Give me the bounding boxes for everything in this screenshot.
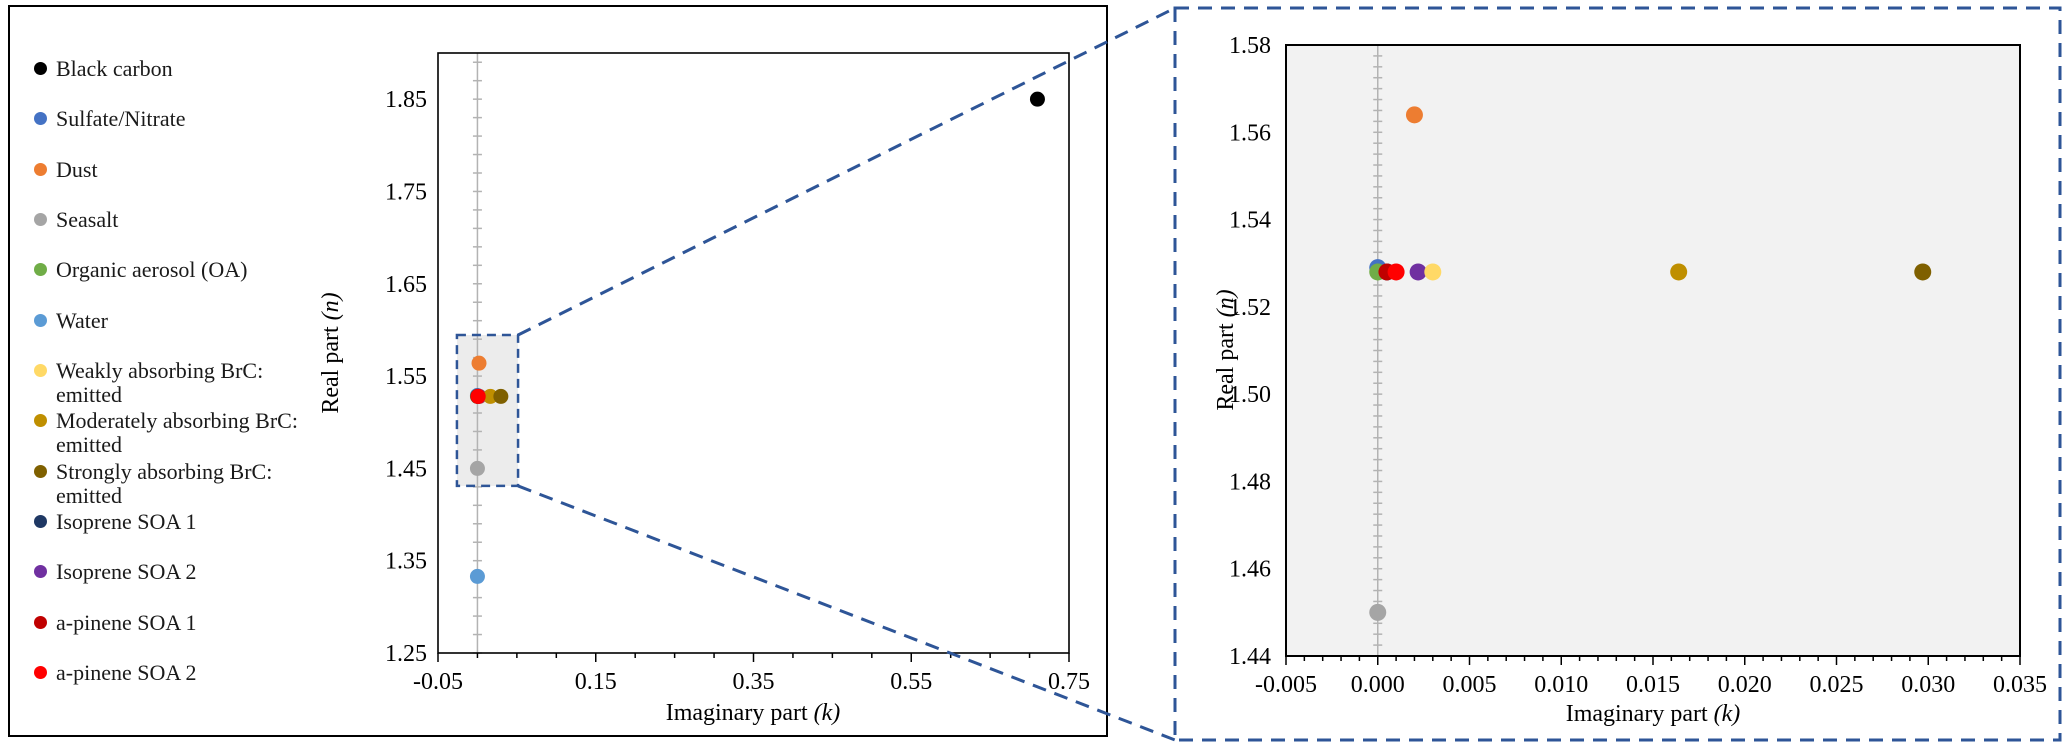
legend-marker-icon (34, 62, 47, 75)
point-seasalt (1369, 603, 1387, 621)
legend-marker-icon (34, 363, 47, 377)
legend-marker-icon (34, 212, 47, 226)
legend-marker-icon (34, 414, 47, 428)
legend-label: Strongly absorbing BrC: emitted (56, 458, 273, 508)
legend-item-black-carbon: Black carbon (34, 57, 173, 81)
main-y-tick-label: 1.45 (385, 456, 427, 482)
main-x-tick-label: 0.75 (1048, 669, 1090, 695)
main-x-axis-title: Imaginary part (k) (666, 700, 841, 726)
zoom-region-border (455, 333, 520, 488)
legend-marker-icon (34, 162, 47, 176)
main-y-tick-label: 1.25 (385, 641, 427, 667)
inset-x-tick-label: 0.020 (1718, 672, 1772, 698)
main-x-tick-label: -0.05 (413, 669, 463, 695)
inset-x-tick-label: 0.000 (1351, 672, 1405, 698)
zoom-region-fill (456, 335, 519, 486)
legend-label: Dust (56, 156, 98, 182)
main-x-tick-label: 0.55 (890, 669, 932, 695)
legend-label: Isoprene SOA 1 (56, 508, 197, 534)
point-dust (471, 355, 487, 371)
legend: Black carbon Sulfate/Nitrate Dust Seasalt Or… (0, 0, 330, 746)
point-black-carbon (1029, 91, 1045, 107)
point-dust (1405, 106, 1423, 124)
point-isoprene-soa-2 (1409, 263, 1427, 281)
legend-marker-icon (34, 112, 47, 126)
legend-label: Seasalt (56, 206, 119, 232)
main-y-axis-title: Real part (n) (318, 292, 344, 413)
main-x-tick-label: 0.35 (733, 669, 775, 695)
inset-y-tick-label: 1.50 (1229, 382, 1271, 408)
main-panel-border (8, 5, 1108, 737)
legend-item-seasalt: Seasalt (34, 206, 119, 232)
legend-item-strongly-absorbing-brc: Strongly absorbing BrC: emitted (34, 458, 273, 508)
legend-item-a-pinene-soa-1: a-pinene SOA 1 (34, 609, 197, 635)
legend-marker-icon (34, 313, 47, 327)
main-y-tick-label: 1.85 (385, 87, 427, 113)
legend-label: Isoprene SOA 2 (56, 559, 197, 585)
inset-y-tick-label: 1.48 (1229, 469, 1271, 495)
inset-panel-border (1173, 6, 2062, 742)
inset-x-tick-label: 0.005 (1443, 672, 1497, 698)
point-strongly-absorbing-brc-emitted (493, 388, 509, 404)
main-y-tick-label: 1.75 (385, 179, 427, 205)
inset-x-tick-label: 0.010 (1534, 672, 1588, 698)
legend-label: Weakly absorbing BrC: emitted (56, 357, 264, 407)
legend-marker-icon (34, 464, 47, 478)
legend-marker-icon (34, 565, 47, 579)
main-y-tick-label: 1.55 (385, 364, 427, 390)
legend-item-dust: Dust (34, 156, 98, 182)
inset-y-tick-label: 1.46 (1229, 557, 1271, 583)
inset-y-tick-label: 1.58 (1229, 33, 1271, 59)
inset-y-axis-title: Real part (n) (1213, 289, 1239, 410)
inset-x-axis-title: Imaginary part (k) (1566, 701, 1741, 727)
point-moderately-absorbing-brc-emitted (1670, 263, 1688, 281)
legend-marker-icon (34, 514, 47, 528)
legend-label: Organic aerosol (OA) (56, 257, 248, 283)
legend-marker-icon (34, 263, 47, 277)
inset-x-tick-label: 0.030 (1901, 672, 1955, 698)
point-a-pinene-soa-2 (470, 388, 486, 404)
inset-plot-area (1286, 45, 2020, 656)
main-x-tick-label: 0.15 (575, 669, 617, 695)
legend-label: Water (56, 307, 108, 333)
inset-x-tick-label: -0.005 (1255, 672, 1317, 698)
connector-line-top (517, 6, 1176, 337)
legend-item-weakly-absorbing-brc: Weakly absorbing BrC: emitted (34, 357, 264, 407)
point-a-pinene-soa-2 (1387, 263, 1405, 281)
inset-x-tick-label: 0.015 (1626, 672, 1680, 698)
point-weakly-absorbing-brc-emitted (1424, 263, 1442, 281)
legend-label: a-pinene SOA 1 (56, 609, 197, 635)
legend-label: Sulfate/Nitrate (56, 106, 186, 132)
point-seasalt (469, 460, 485, 476)
legend-marker-icon (34, 615, 47, 629)
legend-item-a-pinene-soa-2: a-pinene SOA 2 (34, 659, 197, 685)
main-y-tick-label: 1.65 (385, 272, 427, 298)
legend-item-water: Water (34, 307, 108, 333)
connector-line-bottom (517, 484, 1176, 742)
legend-item-isoprene-soa-1: Isoprene SOA 1 (34, 508, 197, 534)
inset-x-tick-label: 0.035 (1993, 672, 2047, 698)
legend-item-organic-aerosol-oa: Organic aerosol (OA) (34, 258, 247, 282)
main-chart: -0.05 0.15 0.35 0.55 0.75 1.25 1.35 1.45 1.55 1.6… (318, 52, 1090, 726)
inset-chart: -0.005 0.000 0.005 0.010 0.015 0.020 0.025 0.03… (1213, 33, 2047, 727)
legend-item-moderately-absorbing-brc: Moderately absorbing BrC: emitted (34, 409, 298, 457)
point-strongly-absorbing-brc-emitted (1914, 263, 1932, 281)
inset-x-tick-label: 0.025 (1810, 672, 1864, 698)
legend-item-isoprene-soa-2: Isoprene SOA 2 (34, 560, 197, 584)
legend-label: Black carbon (56, 56, 173, 81)
main-y-tick-label: 1.35 (385, 549, 427, 575)
point-water (469, 568, 485, 584)
inset-y-tick-label: 1.54 (1229, 208, 1271, 234)
main-plot-border (437, 52, 1070, 654)
legend-label: Moderately absorbing BrC: emitted (56, 408, 298, 458)
legend-item-sulfate-nitrate: Sulfate/Nitrate (34, 107, 186, 131)
point-moderately-absorbing-brc-emitted (482, 388, 498, 404)
inset-y-tick-label: 1.56 (1229, 120, 1271, 146)
legend-marker-icon (34, 665, 47, 679)
inset-y-tick-label: 1.44 (1229, 644, 1271, 670)
legend-label: a-pinene SOA 2 (56, 659, 197, 685)
inset-y-tick-label: 1.52 (1229, 295, 1271, 321)
